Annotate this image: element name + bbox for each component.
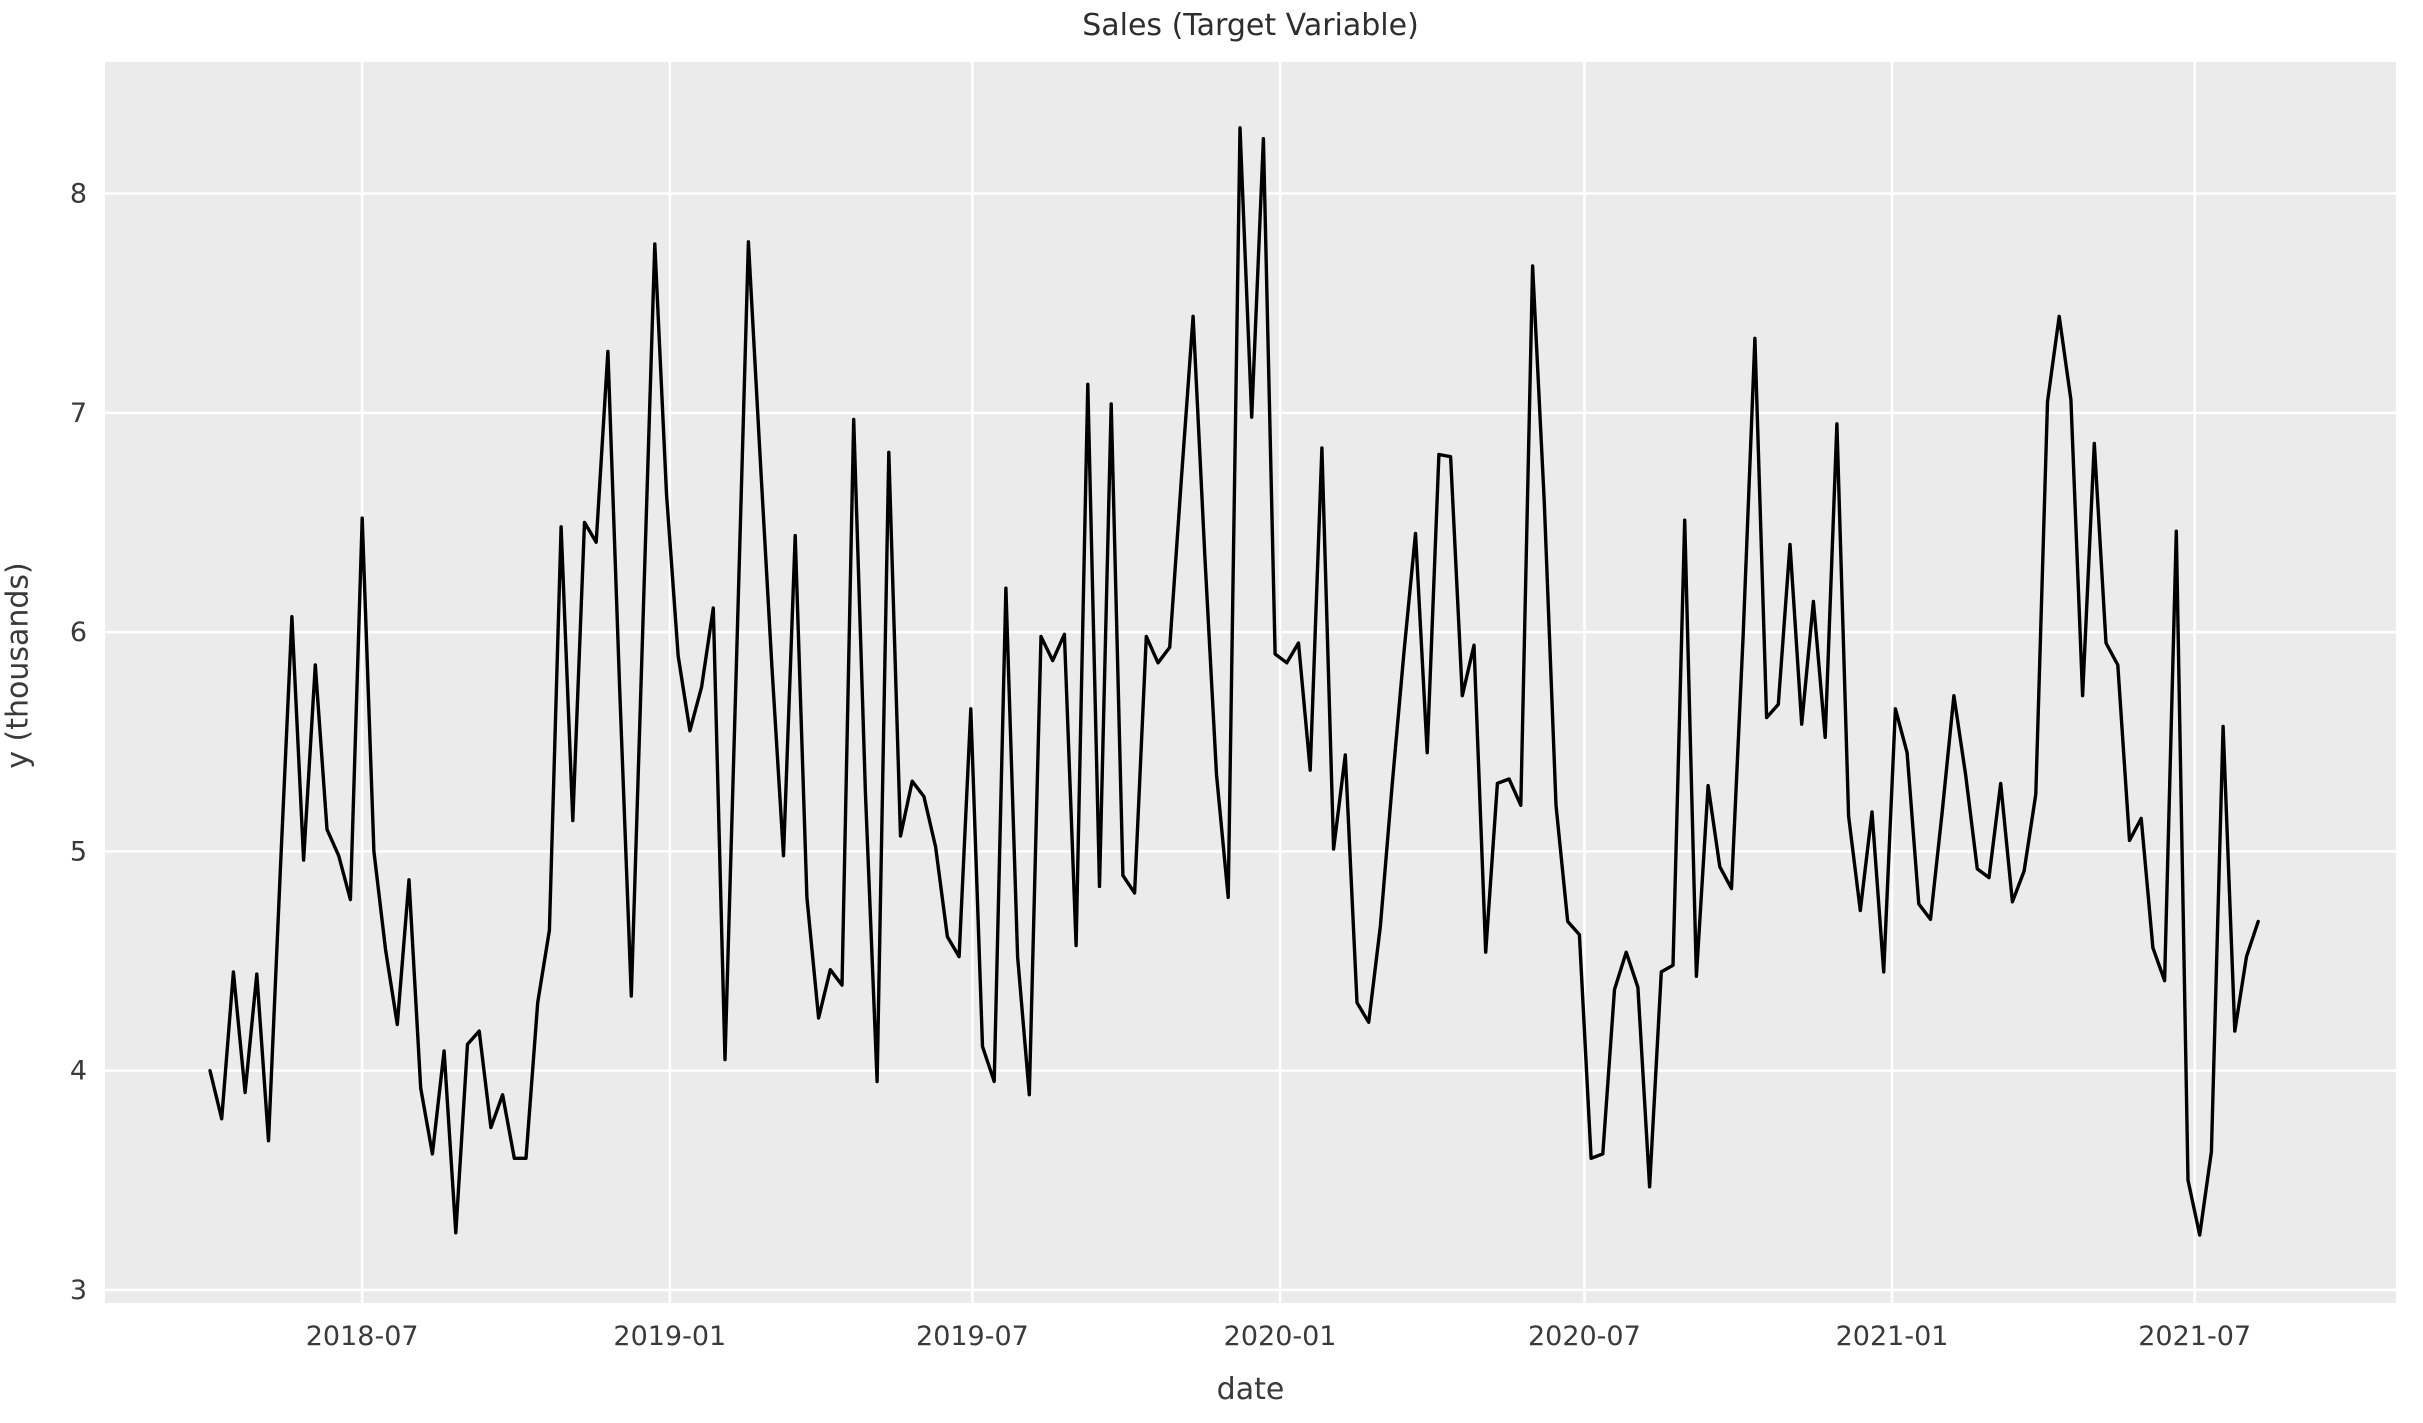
x-tick-label: 2021-01 — [1836, 1321, 1949, 1352]
x-tick-label: 2019-01 — [613, 1321, 726, 1352]
y-tick-label: 8 — [70, 179, 87, 210]
y-tick-label: 3 — [70, 1275, 87, 1306]
x-tick-label: 2020-07 — [1528, 1321, 1641, 1352]
chart-title: Sales (Target Variable) — [1082, 8, 1419, 43]
y-tick-label: 4 — [70, 1056, 87, 1087]
x-tick-label: 2020-01 — [1224, 1321, 1337, 1352]
sales-line — [208, 126, 2260, 1237]
y-tick-label: 7 — [70, 398, 87, 429]
x-axis-label: date — [1216, 1372, 1285, 1407]
x-tick-label: 2018-07 — [306, 1321, 419, 1352]
x-tick-label: 2021-07 — [2138, 1321, 2251, 1352]
y-tick-label: 5 — [70, 836, 87, 867]
y-axis-label: y (thousands) — [0, 562, 36, 769]
y-tick-label: 6 — [70, 617, 87, 648]
x-tick-label: 2019-07 — [916, 1321, 1029, 1352]
